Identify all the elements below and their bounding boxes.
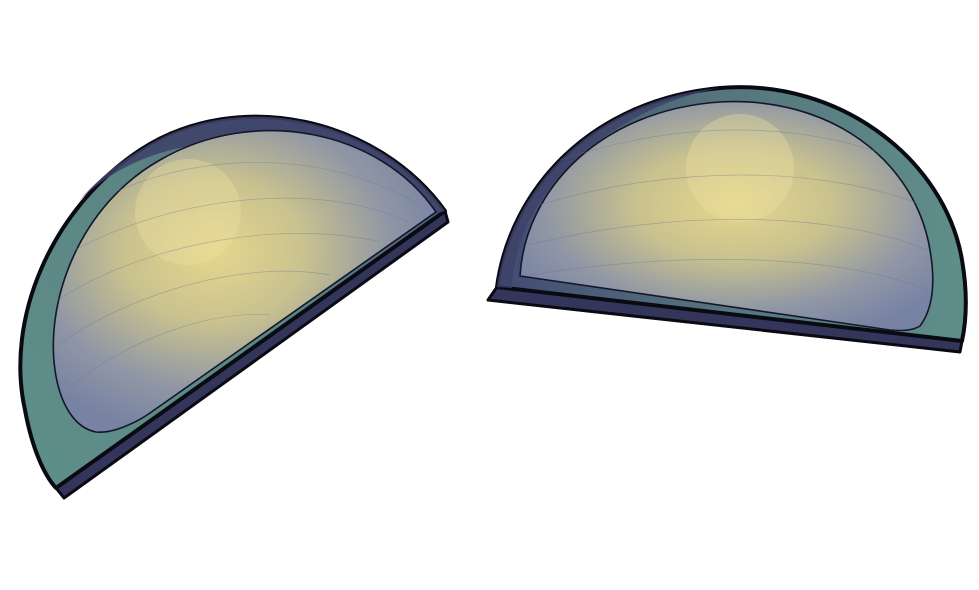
right-disc-highlight [686,114,794,222]
right-disc-contour-lines [527,129,929,291]
left-disc-contour-lines [57,162,421,391]
left-disc-highlight [135,159,241,265]
left-disc-rim-shadow [80,116,445,214]
right-disc-rim-shadow [497,88,720,288]
right-disc-face [519,100,934,332]
left-disc-face [52,129,438,433]
right-half-disc [486,85,968,354]
left-half-disc [18,114,450,500]
